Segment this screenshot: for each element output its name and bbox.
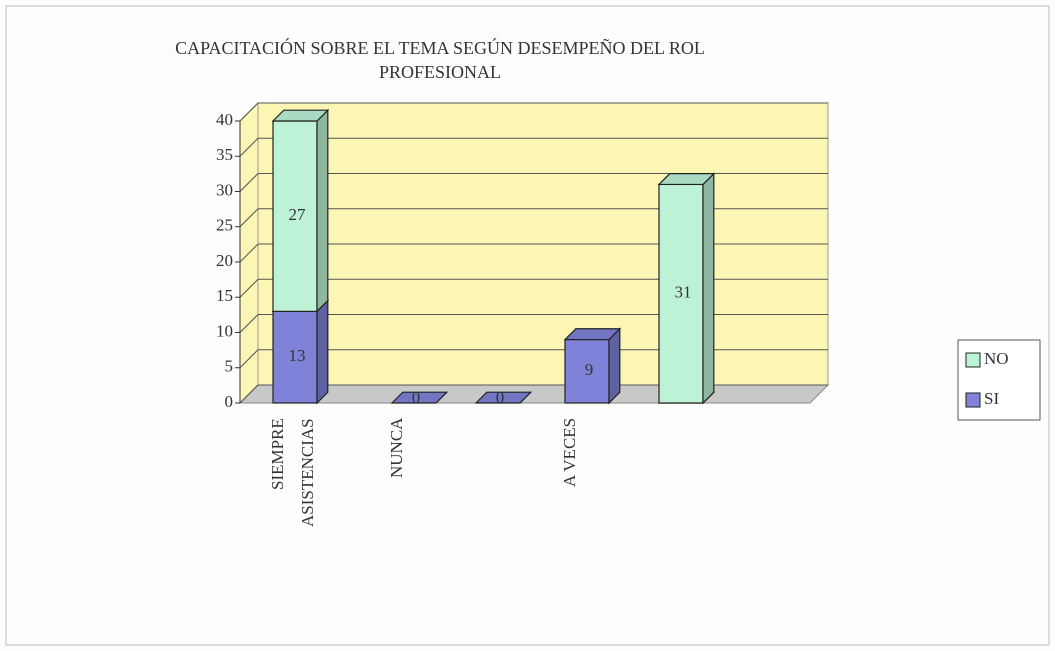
bar-top bbox=[563, 328, 622, 341]
bar bbox=[564, 338, 610, 404]
bar-side bbox=[316, 299, 329, 405]
data-label: 27 bbox=[289, 205, 307, 224]
grid-line bbox=[239, 278, 259, 298]
bar-side bbox=[608, 327, 621, 405]
data-label: 0 bbox=[412, 388, 421, 407]
bar-side bbox=[702, 172, 715, 405]
y-tick-label: 40 bbox=[216, 110, 233, 129]
grid-line bbox=[239, 349, 259, 369]
grid-line bbox=[239, 384, 259, 404]
legend-swatch bbox=[965, 392, 981, 408]
y-tick-label: 25 bbox=[216, 216, 233, 235]
data-label: 0 bbox=[496, 388, 505, 407]
data-label: 13 bbox=[289, 346, 306, 365]
data-label: 31 bbox=[675, 283, 692, 302]
bar-top bbox=[657, 173, 716, 186]
legend-label: NO bbox=[984, 349, 1009, 368]
y-tick-label: 30 bbox=[216, 180, 233, 199]
legend-swatch bbox=[965, 352, 981, 368]
bar-top bbox=[390, 391, 449, 404]
y-tick-label: 10 bbox=[216, 321, 233, 340]
frame bbox=[5, 5, 1050, 646]
x-tick-label: SIEMPRE ASISTENCIAS bbox=[268, 418, 317, 527]
grid-line bbox=[239, 102, 259, 122]
bar-side bbox=[316, 108, 329, 313]
y-tick-label: 20 bbox=[216, 251, 233, 270]
data-label: 9 bbox=[585, 360, 594, 379]
grid-line bbox=[239, 208, 259, 228]
legend-label: SI bbox=[984, 389, 999, 408]
grid-line bbox=[239, 243, 259, 263]
grid-line bbox=[239, 137, 259, 157]
bar bbox=[658, 183, 704, 404]
chart-title: CAPACITACIÓN SOBRE EL TEMA SEGÚN DESEMPE… bbox=[175, 38, 705, 82]
grid-line bbox=[239, 173, 259, 192]
bar-top bbox=[271, 109, 330, 122]
x-tick-label: NUNCA bbox=[387, 418, 406, 479]
y-tick-label: 35 bbox=[216, 145, 233, 164]
bar bbox=[272, 120, 318, 312]
y-tick-label: 0 bbox=[225, 392, 234, 411]
y-tick-label: 15 bbox=[216, 286, 233, 305]
y-tick-label: 5 bbox=[225, 357, 234, 376]
bar-top bbox=[474, 391, 533, 404]
grid-line bbox=[239, 314, 259, 333]
x-tick-label: A VECES bbox=[560, 418, 579, 488]
